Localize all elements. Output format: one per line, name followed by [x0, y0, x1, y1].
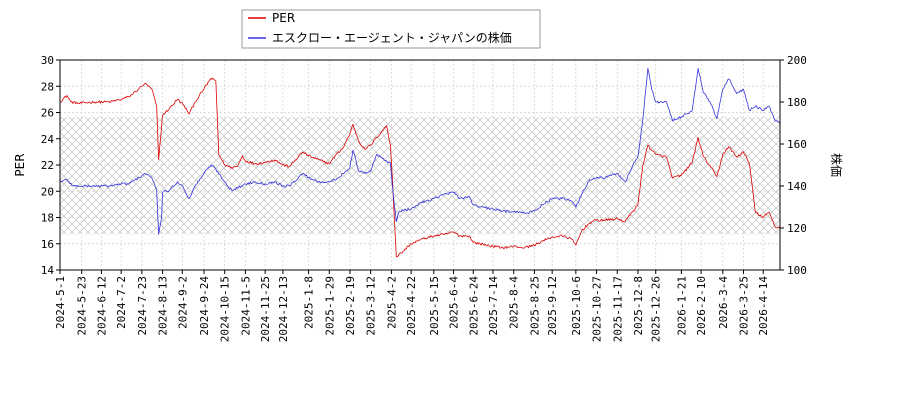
x-tick-label: 2025-12-26	[650, 276, 663, 342]
left-axis-ticks: 14 16 18 20 22 24 26 28 30	[41, 54, 60, 277]
series-layer	[59, 68, 781, 258]
legend: PER エスクロー・エージェント・ジャパンの株価	[241, 9, 541, 49]
left-tick-label: 28	[41, 80, 54, 93]
x-tick-label: 2025-1-8	[303, 276, 316, 329]
x-tick-label: 2024-9-24	[198, 276, 211, 336]
right-axis-title: 株価	[829, 153, 844, 177]
right-tick-label: 140	[787, 180, 807, 193]
right-axis-ticks: 100 120 140 160 180 200	[780, 54, 807, 277]
right-tick-label: 120	[787, 222, 807, 235]
series-line-stock-price	[59, 68, 781, 235]
legend-box	[241, 9, 541, 49]
x-tick-label: 2024-8-13	[157, 276, 170, 336]
right-tick-label: 160	[787, 138, 807, 151]
x-tick-label: 2024-10-15	[219, 276, 232, 342]
left-tick-label: 20	[41, 185, 54, 198]
x-tick-label: 2024-5-23	[76, 276, 89, 336]
legend-label-stock: エスクロー・エージェント・ジャパンの株価	[272, 30, 512, 45]
x-tick-label: 2025-3-12	[365, 276, 378, 336]
x-tick-label: 2025-12-8	[632, 276, 645, 336]
x-tick-label: 2024-7-23	[136, 276, 149, 336]
x-tick-label: 2025-5-15	[428, 276, 441, 336]
shaded-range-band	[60, 116, 780, 235]
right-tick-label: 200	[787, 54, 807, 67]
left-axis-title: PER	[13, 153, 27, 176]
x-tick-label: 2025-8-25	[528, 276, 541, 336]
x-tick-label: 2025-2-19	[344, 276, 357, 336]
left-tick-label: 18	[41, 212, 54, 225]
x-tick-label: 2025-4-2	[385, 276, 398, 329]
x-tick-label: 2024-9-2	[176, 276, 189, 329]
right-tick-label: 100	[787, 264, 807, 277]
x-tick-label: 2025-10-27	[591, 276, 604, 342]
left-tick-label: 26	[41, 107, 54, 120]
left-tick-label: 14	[41, 264, 55, 277]
x-tick-label: 2025-10-6	[570, 276, 583, 336]
x-tick-label: 2025-4-22	[405, 276, 418, 336]
left-tick-label: 22	[41, 159, 54, 172]
right-tick-label: 180	[787, 96, 807, 109]
x-tick-label: 2024-5-1	[54, 276, 67, 329]
x-tick-label: 2026-3-4	[717, 276, 730, 329]
left-tick-label: 24	[41, 133, 55, 146]
x-tick-label: 2024-7-2	[115, 276, 128, 329]
x-axis-ticks: 2024-5-1 2024-5-23 2024-6-12 2024-7-2 2024-7…	[54, 270, 770, 342]
x-tick-label: 2025-6-4	[448, 276, 461, 329]
x-tick-label: 2024-11-5	[239, 276, 252, 336]
x-tick-label: 2024-12-13	[277, 276, 290, 342]
series-line-per	[59, 77, 781, 258]
x-tick-label: 2025-7-14	[487, 276, 500, 336]
x-tick-label: 2026-2-10	[695, 276, 708, 336]
x-tick-label: 2024-6-12	[95, 276, 108, 336]
legend-label-per: PER	[272, 11, 295, 25]
x-tick-label: 2025-1-29	[323, 276, 336, 336]
x-tick-label: 2026-4-14	[757, 276, 770, 336]
x-tick-label: 2024-11-25	[259, 276, 272, 342]
x-tick-label: 2025-9-12	[546, 276, 559, 336]
left-tick-label: 16	[41, 238, 54, 251]
x-tick-label: 2026-3-25	[738, 276, 751, 336]
left-tick-label: 30	[41, 54, 54, 67]
x-tick-label: 2025-11-17	[611, 276, 624, 342]
x-tick-label: 2025-6-24	[467, 276, 480, 336]
x-tick-label: 2026-1-21	[675, 276, 688, 336]
x-tick-label: 2025-8-4	[508, 276, 521, 329]
